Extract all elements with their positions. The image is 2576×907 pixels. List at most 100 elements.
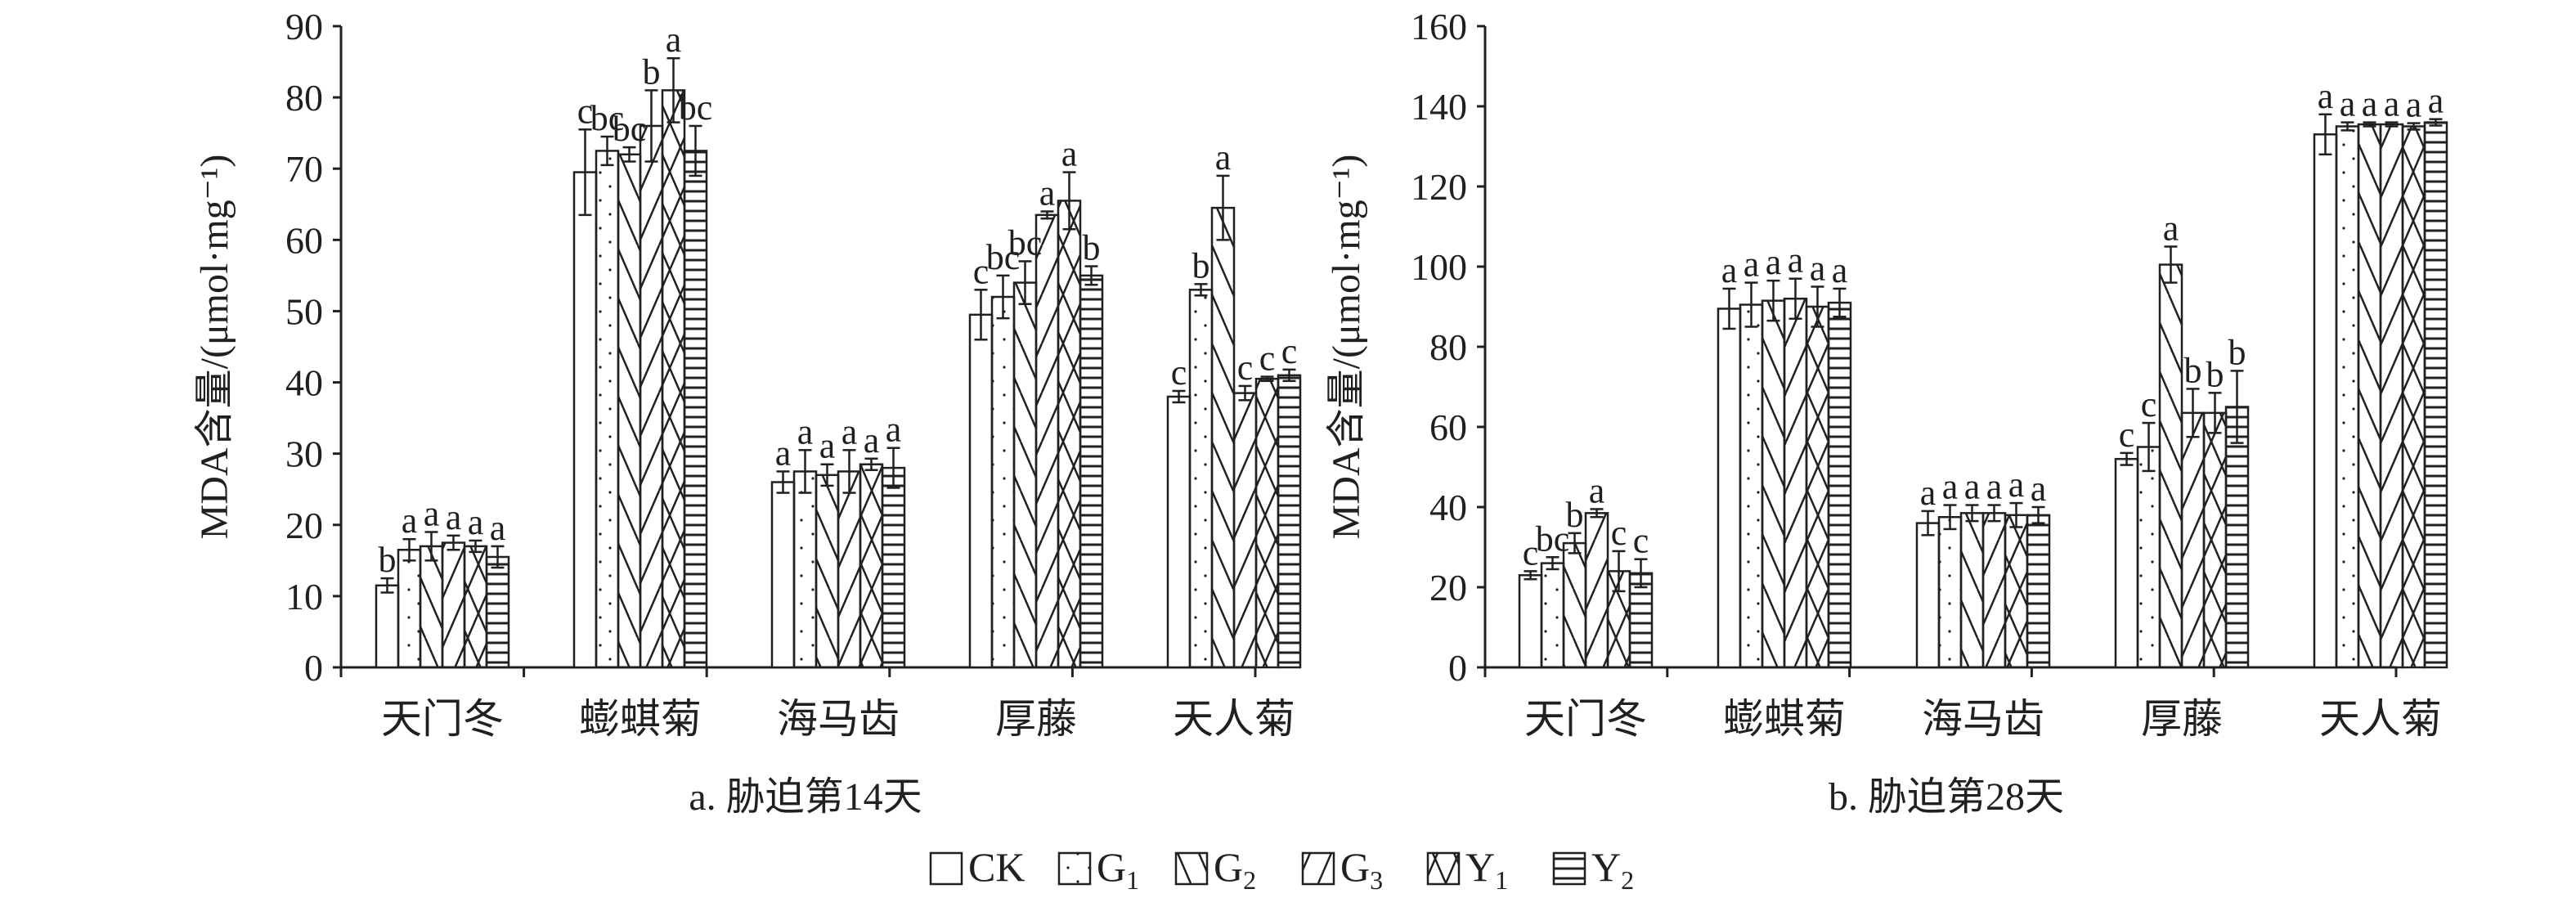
bar-CK <box>1717 308 1742 669</box>
panel-caption: a. 胁迫第14天 <box>689 775 922 819</box>
legend-label-main: Y <box>1465 844 1495 890</box>
bar-G3 <box>1783 297 1808 669</box>
bar-G2 <box>1210 206 1236 669</box>
bar-Y2 <box>2026 514 2051 669</box>
bar-CK <box>1166 395 1192 669</box>
bar-CK <box>572 171 598 669</box>
y-tick-label: 50 <box>285 290 323 332</box>
y-axis-title: MDA含量/(μmol·mg⁻¹) <box>1325 155 1368 540</box>
significance-label: bc <box>679 88 713 128</box>
category-label: 天门冬 <box>1524 696 1647 742</box>
bar-Y2 <box>485 555 510 669</box>
bar-Y2 <box>2224 406 2250 669</box>
bar-G3 <box>837 470 862 669</box>
bar-Y1 <box>661 89 686 669</box>
significance-label: c <box>2119 415 2135 455</box>
bar-Y2 <box>2423 121 2448 669</box>
bar-G3 <box>1034 213 1060 669</box>
category-label: 厚藤 <box>995 696 1077 742</box>
bar-CK <box>770 481 796 669</box>
significance-label: a <box>424 493 440 533</box>
bar-G2 <box>2357 123 2382 669</box>
y-tick-label: 60 <box>1429 406 1467 448</box>
significance-label: a <box>2428 81 2444 121</box>
bar-G1 <box>397 549 422 669</box>
bar-G2 <box>1959 512 1985 669</box>
legend-label-main: G <box>1097 844 1126 890</box>
significance-label: c <box>1171 352 1187 393</box>
y-axis-title: MDA含量/(μmol·mg⁻¹) <box>193 155 236 540</box>
significance-label: a <box>2318 76 2334 116</box>
significance-label: c <box>1633 521 1649 561</box>
significance-label: c <box>1237 348 1254 388</box>
legend-label-subscript: 1 <box>1126 865 1139 895</box>
bar-G3 <box>1232 392 1258 669</box>
significance-label: a <box>2384 84 2400 124</box>
significance-label: a <box>1061 134 1078 174</box>
significance-label: a <box>2031 469 2047 509</box>
significance-label: a <box>864 420 880 460</box>
bar-Y2 <box>1079 274 1104 669</box>
bar-G1 <box>990 295 1016 669</box>
bar-G3 <box>441 541 466 669</box>
significance-label: a <box>797 411 814 451</box>
legend-label-main: Y <box>1591 844 1621 890</box>
y-tick-label: 40 <box>285 362 323 404</box>
significance-label: a <box>1964 467 1981 507</box>
legend-label-G2: G2 <box>1214 844 1256 895</box>
bar-G1 <box>1937 516 1963 669</box>
bar-CK <box>1518 574 1543 669</box>
bar-CK <box>2114 457 2139 669</box>
y-tick-label: 20 <box>285 505 323 546</box>
bar-G2 <box>815 474 840 669</box>
significance-label: a <box>1810 249 1826 289</box>
y-tick-label: 140 <box>1411 86 1467 128</box>
significance-label: a <box>446 497 462 537</box>
bar-Y2 <box>881 466 906 669</box>
significance-label: a <box>1942 467 1959 507</box>
legend-label-main: G <box>1340 844 1370 890</box>
bar-CK <box>968 313 994 669</box>
legend-label-subscript: 2 <box>1621 865 1634 895</box>
bar-G3 <box>1981 512 2007 669</box>
bar-Y1 <box>2401 125 2426 669</box>
y-tick-label: 90 <box>285 6 323 47</box>
y-tick-label: 40 <box>1429 487 1467 528</box>
category-label: 天门冬 <box>381 696 504 742</box>
legend-swatch-G3 <box>1301 851 1335 886</box>
legend-swatch-G1 <box>1057 851 1092 886</box>
bar-G2 <box>419 545 444 669</box>
significance-label: b <box>643 52 661 92</box>
significance-label: a <box>841 411 858 451</box>
category-label: 海马齿 <box>1922 696 2044 742</box>
legend: CK G1 G2 G3 Y1 Y2 <box>929 844 1634 895</box>
y-tick-label: 0 <box>1448 647 1467 689</box>
bar-CK <box>375 584 400 669</box>
significance-label: a <box>2406 85 2422 125</box>
bar-G2 <box>1761 299 1786 669</box>
bar-G1 <box>1540 562 1565 669</box>
legend-swatch-CK <box>929 851 963 886</box>
bar-G3 <box>1584 512 1609 669</box>
bar-G1 <box>1188 289 1214 669</box>
significance-label: a <box>1986 467 2003 507</box>
bar-Y1 <box>2202 411 2228 669</box>
y-tick-label: 80 <box>1429 326 1467 368</box>
bar-Y2 <box>1827 301 1852 669</box>
legend-label-CK: CK <box>968 844 1025 890</box>
significance-label: a <box>1832 250 1848 290</box>
significance-label: a <box>1766 242 1782 282</box>
y-tick-label: 10 <box>285 576 323 617</box>
significance-label: b <box>2184 350 2202 390</box>
legend-label-Y2: Y2 <box>1591 844 1634 895</box>
category-label: 厚藤 <box>2141 696 2223 742</box>
bar-CK <box>1915 522 1941 669</box>
y-tick-label: 100 <box>1411 246 1467 288</box>
y-tick-label: 0 <box>304 647 323 689</box>
significance-label: c <box>1281 331 1298 371</box>
category-label: 海马齿 <box>777 696 900 742</box>
significance-label: b <box>379 540 397 580</box>
bar-Y1 <box>1057 200 1082 669</box>
legend-label-main: G <box>1214 844 1243 890</box>
significance-label: a <box>1788 240 1804 281</box>
